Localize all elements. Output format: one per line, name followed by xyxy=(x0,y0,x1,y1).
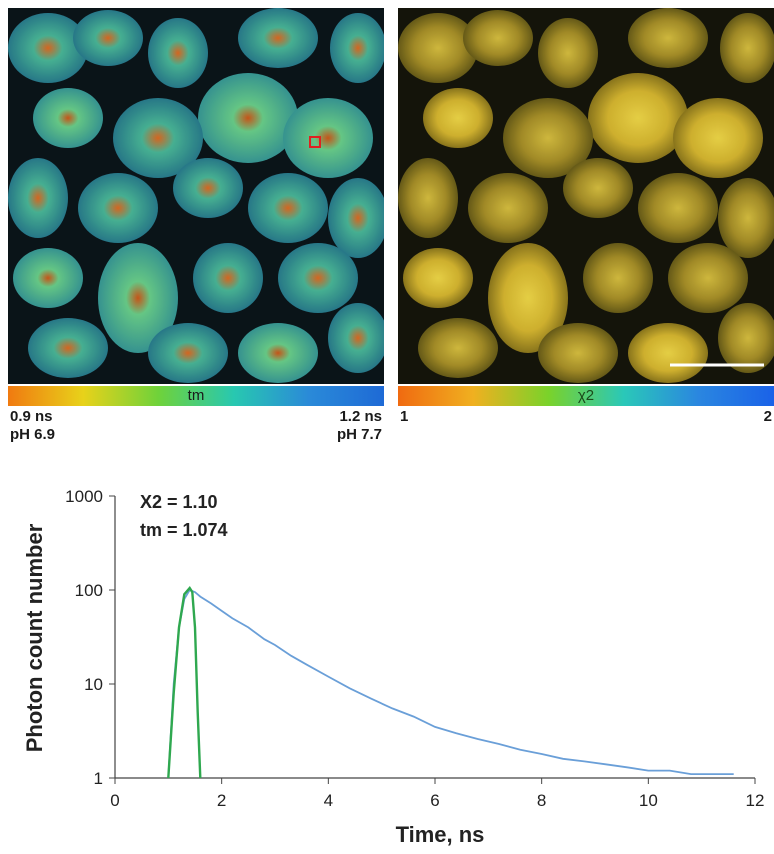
y-tick-label: 1 xyxy=(94,769,103,788)
lifetime-max-ns: 1.2 ns xyxy=(339,408,382,425)
lifetime-colorbar-title: tm xyxy=(187,387,205,404)
lifetime-colorbar xyxy=(8,386,384,406)
decay-data-series xyxy=(167,588,734,779)
chi2-image-panel: χ2 1 2 xyxy=(398,8,774,428)
chi2-colorbar-min: 1 xyxy=(400,408,409,425)
chi2-colorbar-max: 2 xyxy=(763,408,772,425)
lifetime-image-panel: tm 0.9 ns pH 6.9 1.2 ns pH 7.7 xyxy=(8,8,384,443)
y-tick-label: 10 xyxy=(84,675,103,694)
lifetime-map-svg xyxy=(8,8,384,384)
x-tick-label: 12 xyxy=(746,791,765,810)
x-tick-label: 6 xyxy=(430,791,439,810)
chart-annotation: tm = 1.074 xyxy=(140,520,228,540)
irf-fit-series xyxy=(167,585,202,779)
chi2-colorbar xyxy=(398,386,774,406)
chart-annotations: X2 = 1.10 tm = 1.074 xyxy=(140,492,228,540)
x-tick-label: 0 xyxy=(110,791,119,810)
chart-series xyxy=(167,585,734,779)
roi-marker xyxy=(309,136,321,148)
y-tick-label: 100 xyxy=(75,581,103,600)
lifetime-min-ph: pH 6.9 xyxy=(10,426,56,443)
chart-axes: 0 2 4 6 8 10 12 1 10 100 1000 xyxy=(65,487,764,810)
chi2-map-svg xyxy=(398,8,774,384)
lifetime-map-image xyxy=(8,8,384,384)
chart-annotation: X2 = 1.10 xyxy=(140,492,218,512)
chi2-colorbar-title: χ2 xyxy=(577,387,595,404)
x-tick-label: 10 xyxy=(639,791,658,810)
chi2-map-image xyxy=(398,8,774,384)
lifetime-colorbar-min: 0.9 ns pH 6.9 xyxy=(10,408,55,444)
y-axis-label: Photon count number xyxy=(22,523,47,752)
lifetime-min-ns: 0.9 ns xyxy=(10,408,53,425)
x-tick-label: 4 xyxy=(324,791,333,810)
lifetime-max-ph: pH 7.7 xyxy=(336,426,382,443)
x-tick-label: 2 xyxy=(217,791,226,810)
lifetime-colorbar-max: 1.2 ns pH 7.7 xyxy=(337,408,382,444)
x-axis-label: Time, ns xyxy=(396,822,485,847)
x-tick-label: 8 xyxy=(537,791,546,810)
y-tick-label: 1000 xyxy=(65,487,103,506)
